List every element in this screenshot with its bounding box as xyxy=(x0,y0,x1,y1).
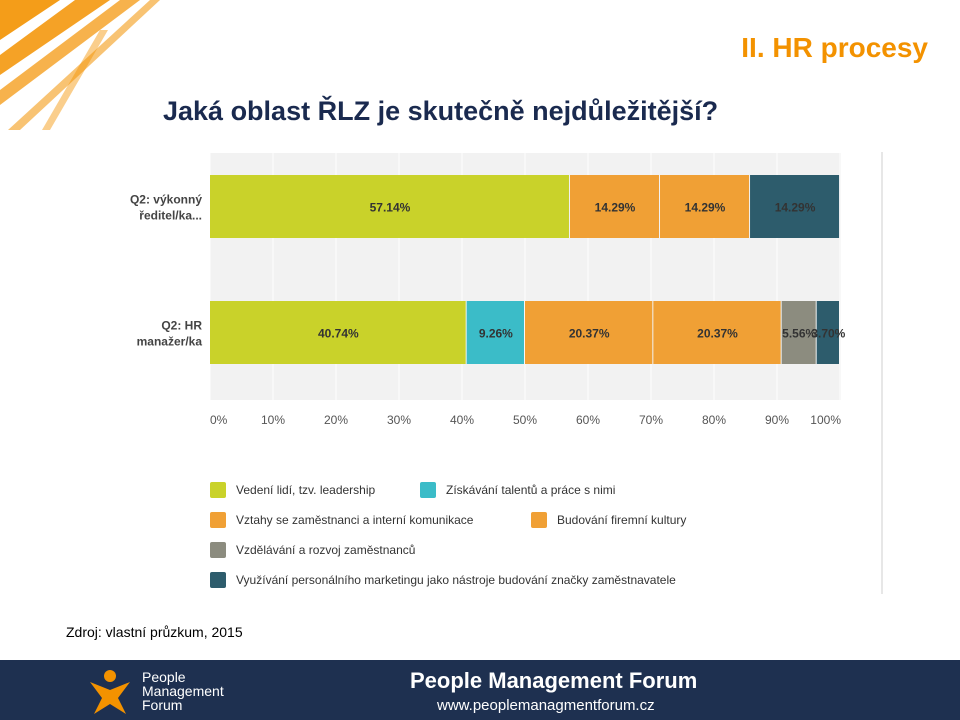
logo-line: Management xyxy=(142,683,224,699)
bar-segment xyxy=(660,175,750,238)
x-tick-label: 30% xyxy=(387,413,411,427)
bar-segment xyxy=(781,301,816,364)
legend-item: Získávání talentů a práce s nimi xyxy=(420,482,615,498)
data-label: 57.14% xyxy=(370,201,411,215)
category-label: ředitel/ka... xyxy=(139,209,202,223)
legend-swatch xyxy=(420,482,436,498)
legend-item: Vztahy se zaměstnanci a interní komunika… xyxy=(210,512,474,528)
data-label: 14.29% xyxy=(595,201,636,215)
bar-segment xyxy=(210,301,466,364)
data-label: 14.29% xyxy=(685,201,726,215)
legend-label: Získávání talentů a práce s nimi xyxy=(446,483,615,497)
section-title: II. HR procesy xyxy=(741,32,928,63)
legend-swatch xyxy=(210,482,226,498)
category-label: Q2: výkonný xyxy=(130,193,202,207)
people-logo-icon xyxy=(90,670,130,714)
x-tick-label: 80% xyxy=(702,413,726,427)
x-tick-label: 20% xyxy=(324,413,348,427)
x-tick-label: 0% xyxy=(210,413,228,427)
bar-segment xyxy=(466,301,524,364)
legend-label: Vzdělávání a rozvoj zaměstnanců xyxy=(236,543,415,557)
x-tick-label: 60% xyxy=(576,413,600,427)
source-note: Zdroj: vlastní průzkum, 2015 xyxy=(66,624,243,640)
data-label: 3.70% xyxy=(811,327,845,341)
bar-segment xyxy=(750,175,840,238)
x-tick-label: 10% xyxy=(261,413,285,427)
data-label: 20.37% xyxy=(569,327,610,341)
legend-label: Budování firemní kultury xyxy=(557,513,686,527)
legend-label: Vztahy se zaměstnanci a interní komunika… xyxy=(236,513,474,527)
legend-swatch xyxy=(210,572,226,588)
footer-bar xyxy=(0,660,960,720)
data-label: 5.56% xyxy=(782,327,816,341)
legend-item: Vzdělávání a rozvoj zaměstnanců xyxy=(210,542,415,558)
legend-item: Využívání personálního marketingu jako n… xyxy=(210,572,676,588)
bar-segment xyxy=(525,301,653,364)
x-tick-label: 50% xyxy=(513,413,537,427)
legend-item: Budování firemní kultury xyxy=(531,512,686,528)
data-label: 20.37% xyxy=(697,327,738,341)
x-tick-label: 90% xyxy=(765,413,789,427)
legend-swatch xyxy=(210,512,226,528)
x-tick-label: 40% xyxy=(450,413,474,427)
x-tick-label: 100% xyxy=(810,413,841,427)
footer-url[interactable]: www.peoplemanagmentforum.cz xyxy=(437,697,655,714)
page-title: Jaká oblast ŘLZ je skutečně nejdůležitěj… xyxy=(163,96,719,126)
footer-title: People Management Forum xyxy=(410,668,698,693)
data-label: 40.74% xyxy=(318,327,359,341)
logo-line: Forum xyxy=(142,697,183,713)
logo-line: People xyxy=(142,669,186,685)
legend-swatch xyxy=(531,512,547,528)
decorative-rays xyxy=(0,0,160,130)
category-label: Q2: HR xyxy=(161,319,202,333)
legend-label: Vedení lidí, tzv. leadership xyxy=(236,483,376,497)
x-tick-label: 70% xyxy=(639,413,663,427)
data-label: 9.26% xyxy=(479,327,513,341)
legend-swatch xyxy=(210,542,226,558)
stacked-bar-chart: 57.14% 14.29% 14.29% 14.29% 40.74% 9.26% 20.37… xyxy=(130,152,883,594)
category-label: manažer/ka xyxy=(137,335,203,349)
bar-segment xyxy=(653,301,781,364)
bar-segment xyxy=(569,175,660,238)
legend-item: Vedení lidí, tzv. leadership xyxy=(210,482,376,498)
bar-segment xyxy=(816,301,839,364)
logo-text: People Management Forum xyxy=(142,670,224,712)
data-label: 14.29% xyxy=(775,201,816,215)
bar-segment xyxy=(210,175,569,238)
legend-label: Využívání personálního marketingu jako n… xyxy=(236,573,676,587)
